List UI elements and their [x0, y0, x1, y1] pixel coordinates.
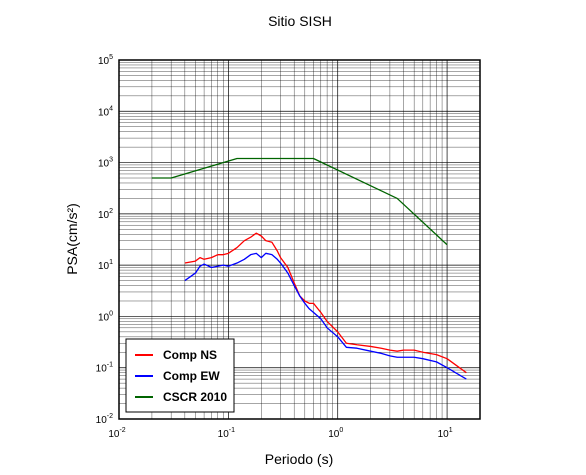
- legend-label: CSCR 2010: [163, 390, 227, 404]
- grid: [118, 59, 481, 420]
- x-tick-label: 100: [328, 427, 343, 440]
- plot-frame: [118, 59, 481, 420]
- x-tick-label: 101: [438, 427, 453, 440]
- series-group: [151, 157, 467, 380]
- chart-title: Sitio SISH: [268, 13, 332, 29]
- legend-label: Comp EW: [163, 369, 220, 383]
- y-tick-label: 102: [98, 208, 113, 221]
- y-tick-label: 100: [98, 310, 113, 323]
- x-axis-label: Periodo (s): [265, 451, 333, 467]
- series-line-1: [184, 252, 467, 380]
- legend: Comp NS Comp EW CSCR 2010: [125, 338, 235, 413]
- y-tick-label: 105: [98, 54, 113, 67]
- y-tick-label: 103: [98, 157, 113, 170]
- y-tick-label: 10-2: [96, 413, 113, 426]
- x-tick-label: 10-1: [218, 427, 235, 440]
- legend-label: Comp NS: [163, 348, 217, 362]
- y-axis-label: PSA(cm/s²): [64, 203, 80, 275]
- x-tick-label: 10-2: [108, 427, 125, 440]
- y-tick-label: 101: [98, 259, 113, 272]
- series-line-2: [151, 157, 448, 246]
- y-tick-label: 104: [98, 105, 113, 118]
- y-tick-label: 10-1: [96, 362, 113, 375]
- tick-labels: 10-2 10-1 100 101 10-2 10-1 100 101 102 103 104 105: [96, 54, 453, 440]
